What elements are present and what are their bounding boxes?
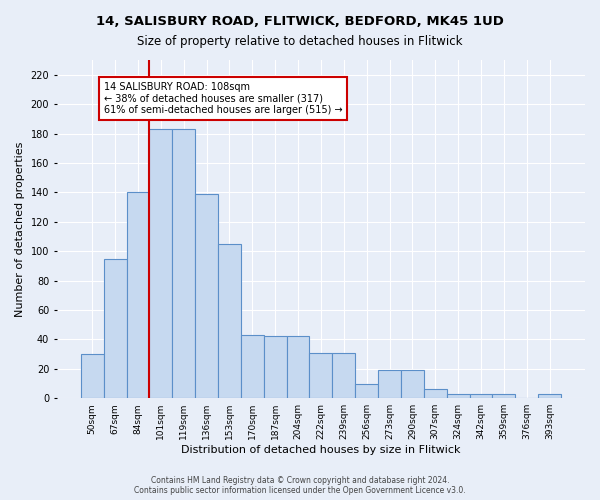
X-axis label: Distribution of detached houses by size in Flitwick: Distribution of detached houses by size … — [181, 445, 461, 455]
Text: 14 SALISBURY ROAD: 108sqm
← 38% of detached houses are smaller (317)
61% of semi: 14 SALISBURY ROAD: 108sqm ← 38% of detac… — [104, 82, 343, 116]
Bar — [470, 394, 493, 398]
Bar — [149, 129, 172, 398]
Bar — [538, 394, 561, 398]
Bar — [287, 336, 310, 398]
Text: 14, SALISBURY ROAD, FLITWICK, BEDFORD, MK45 1UD: 14, SALISBURY ROAD, FLITWICK, BEDFORD, M… — [96, 15, 504, 28]
Bar — [493, 394, 515, 398]
Bar — [355, 384, 378, 398]
Bar — [81, 354, 104, 398]
Bar — [195, 194, 218, 398]
Bar — [172, 129, 195, 398]
Bar — [378, 370, 401, 398]
Bar — [241, 335, 264, 398]
Bar — [218, 244, 241, 398]
Text: Size of property relative to detached houses in Flitwick: Size of property relative to detached ho… — [137, 35, 463, 48]
Bar — [446, 394, 470, 398]
Bar — [424, 390, 446, 398]
Bar — [332, 352, 355, 398]
Bar — [310, 352, 332, 398]
Text: Contains HM Land Registry data © Crown copyright and database right 2024.
Contai: Contains HM Land Registry data © Crown c… — [134, 476, 466, 495]
Bar — [104, 258, 127, 398]
Bar — [127, 192, 149, 398]
Bar — [401, 370, 424, 398]
Bar — [264, 336, 287, 398]
Y-axis label: Number of detached properties: Number of detached properties — [15, 142, 25, 317]
